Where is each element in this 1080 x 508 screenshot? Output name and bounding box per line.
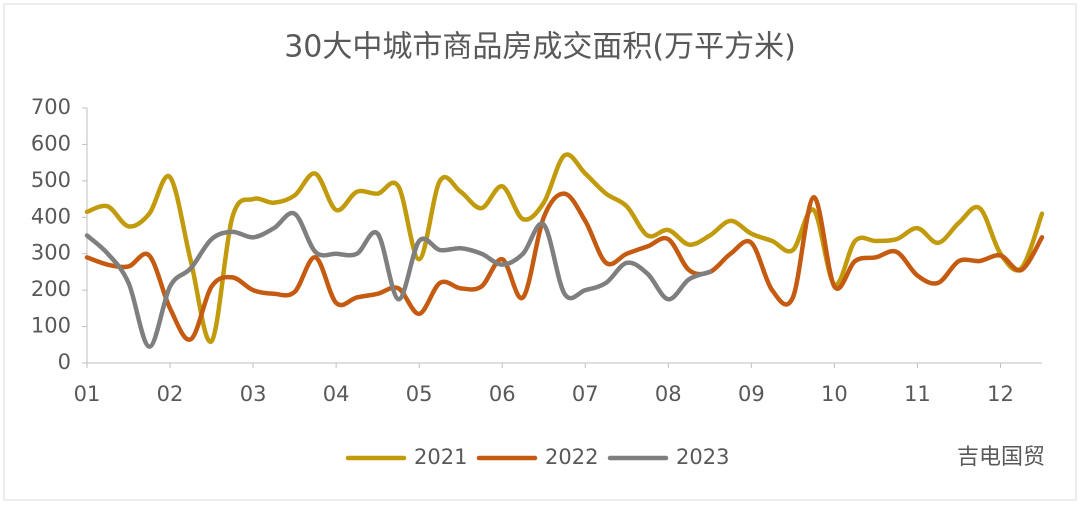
- x-tick-label: 04: [323, 382, 350, 406]
- chart-frame: [3, 3, 1077, 501]
- y-tick-label: 400: [31, 204, 71, 228]
- series-line: [84, 152, 1045, 344]
- legend-label: 2023: [676, 445, 729, 469]
- x-tick-label: 06: [489, 382, 516, 406]
- y-tick-label: 100: [31, 314, 71, 338]
- watermark: 吉电国贸: [957, 445, 1045, 470]
- x-tick-label: 09: [738, 382, 765, 406]
- y-tick-label: 200: [31, 277, 71, 301]
- x-tick-label: 03: [240, 382, 267, 406]
- y-tick-label: 500: [31, 168, 71, 192]
- legend-label: 2022: [545, 445, 598, 469]
- y-tick-label: 600: [31, 131, 71, 155]
- chart-title: 30大中城市商品房成交面积(万平方米): [284, 30, 796, 65]
- x-tick-label: 10: [821, 382, 848, 406]
- y-tick-label: 0: [58, 350, 71, 374]
- x-tick-label: 07: [572, 382, 599, 406]
- x-tick-label: 12: [987, 382, 1014, 406]
- series-line: [84, 210, 713, 349]
- y-tick-label: 300: [31, 241, 71, 265]
- x-tick-label: 02: [157, 382, 184, 406]
- legend-label: 2021: [414, 445, 467, 469]
- x-tick-label: 11: [904, 382, 931, 406]
- y-tick-label: 700: [31, 95, 71, 119]
- x-tick-label: 08: [655, 382, 682, 406]
- x-tick-label: 05: [406, 382, 433, 406]
- series-line: [84, 191, 1045, 342]
- x-tick-label: 01: [74, 382, 101, 406]
